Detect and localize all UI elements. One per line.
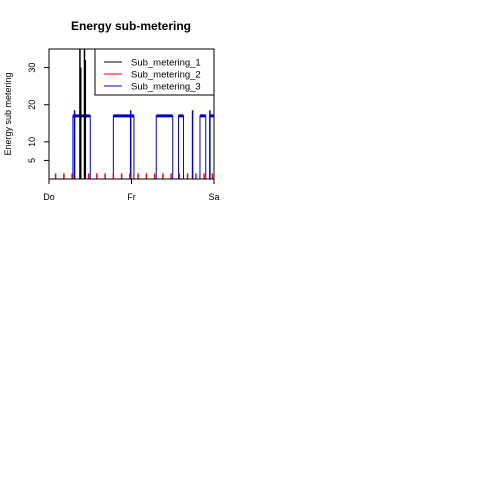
y-tick-label-3: 20	[27, 100, 37, 110]
sub-metering-3-block-3	[155, 115, 174, 179]
legend-box	[94, 48, 215, 96]
legend-label-sub-metering-2: Sub_metering_2	[131, 70, 201, 81]
y-tick-label-1: 5	[27, 158, 37, 163]
y-tick-label-4: 30	[27, 63, 37, 73]
sub-metering-3-block-5	[199, 115, 207, 179]
sub-metering-3-block-1	[72, 115, 91, 179]
legend-label-sub-metering-3: Sub_metering_3	[131, 82, 201, 93]
axes: 5 10 20 30 Do Fr Sa	[27, 63, 220, 202]
y-axis-label: Energy sub metering	[3, 72, 13, 155]
x-tick-label-2: Fr	[127, 192, 136, 202]
legend: Sub_metering_1 Sub_metering_2 Sub_meteri…	[94, 48, 215, 96]
sub-metering-3-block-4	[178, 115, 184, 179]
legend-label-sub-metering-1: Sub_metering_1	[131, 58, 201, 69]
x-tick-label-1: Do	[43, 192, 55, 202]
chart-title: Energy sub-metering	[71, 19, 191, 33]
y-tick-label-2: 10	[27, 137, 37, 147]
x-tick-label-3: Sa	[208, 192, 219, 202]
plot-area	[54, 49, 215, 179]
